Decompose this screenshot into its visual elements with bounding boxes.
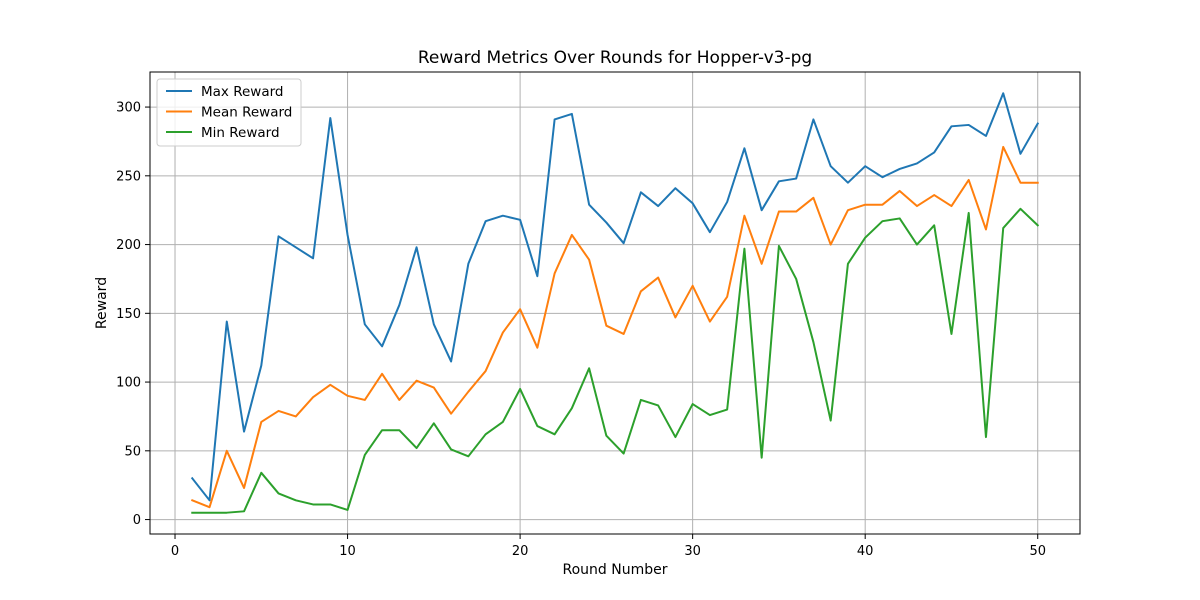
y-tick-label: 200 xyxy=(116,238,141,253)
y-tick-label: 0 xyxy=(133,513,141,528)
grid-lines xyxy=(150,72,1080,534)
plot-frame xyxy=(149,71,1081,535)
max-reward-line xyxy=(190,92,1040,502)
x-tick-label: 10 xyxy=(339,544,356,559)
y-tick-label: 250 xyxy=(116,169,141,184)
legend-box xyxy=(156,78,302,147)
y-tick-label: 150 xyxy=(116,307,141,322)
x-tick-label: 40 xyxy=(857,544,874,559)
legend-label-min-reward: Min Reward xyxy=(201,125,280,141)
y-tick-label: 50 xyxy=(124,444,141,459)
y-tick-label: 300 xyxy=(116,101,141,116)
legend-label-max-reward: Max Reward xyxy=(201,84,283,100)
x-tick-label: 30 xyxy=(684,544,701,559)
x-tick-label: 0 xyxy=(171,544,179,559)
chart-title: Reward Metrics Over Rounds for Hopper-v3… xyxy=(418,48,812,68)
min-reward-line xyxy=(191,207,1040,514)
x-tick-label: 20 xyxy=(512,544,529,559)
legend: Max Reward Mean Reward Min Reward xyxy=(156,78,302,147)
y-axis-label: Reward xyxy=(94,277,110,329)
y-tick-label: 100 xyxy=(116,376,141,391)
x-tick-label: 50 xyxy=(1029,544,1046,559)
x-axis-label: Round Number xyxy=(563,562,668,578)
mean-reward-line xyxy=(190,145,1039,509)
plot-area xyxy=(150,72,1080,534)
axis-ticks: 0 10 20 30 40 50 0 50 100 150 200 250 300 xyxy=(116,101,1046,559)
series-lines xyxy=(190,92,1040,514)
legend-label-mean-reward: Mean Reward xyxy=(201,105,292,121)
